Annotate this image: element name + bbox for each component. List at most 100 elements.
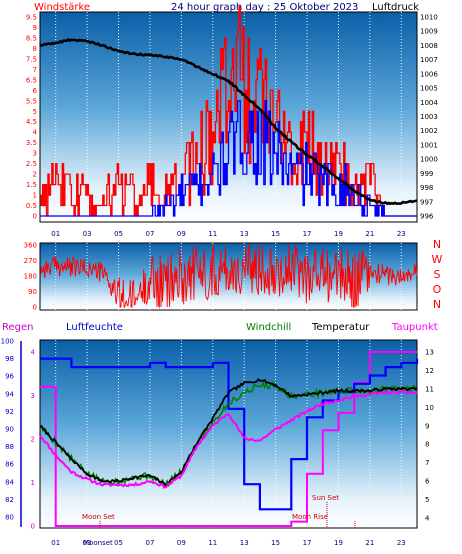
compass-label: W <box>432 253 443 266</box>
axis-tick-label: 996 <box>420 213 434 221</box>
panel2-series <box>39 244 418 309</box>
panel3-series <box>39 351 419 527</box>
axis-tick-label: 90 <box>5 426 14 434</box>
axis-tick-label: 1006 <box>420 70 438 78</box>
axis-tick-label: 997 <box>420 198 433 206</box>
rain-axis-tick: 3 <box>31 392 35 400</box>
axis-tick-label: 90 <box>28 288 37 296</box>
compass-label: N <box>433 298 441 311</box>
hour-label: 15 <box>271 539 280 547</box>
axis-tick-label: 4 <box>33 129 38 137</box>
temperature-axis-tick: 5 <box>425 496 429 504</box>
axis-tick-label: 0 <box>33 213 37 221</box>
axis-tick-label: 1007 <box>420 56 438 64</box>
axis-tick-label: 100 <box>1 338 14 346</box>
axis-tick-label: 8.5 <box>26 34 37 42</box>
axis-tick-label: 9.5 <box>26 14 37 22</box>
header-left-label: Windstärke <box>34 2 90 13</box>
axis-tick-label: 80 <box>5 514 14 522</box>
rain-axis-tick: 4 <box>31 349 36 357</box>
legend-taupunkt: Taupunkt <box>391 322 438 333</box>
rain-axis-tick: 2 <box>31 436 35 444</box>
axis-tick-label: 2 <box>33 171 37 179</box>
hour-label: 17 <box>303 230 312 238</box>
axis-tick-label: 7.5 <box>26 55 37 63</box>
axis-tick-label: 3.5 <box>26 139 37 147</box>
sun-set-label: Sun Set <box>312 494 339 502</box>
windstaerke-line <box>40 5 417 217</box>
axis-tick-label: 3 <box>33 150 37 158</box>
axis-tick-label: 6 <box>33 87 38 95</box>
axis-tick-label: 2.5 <box>26 160 37 168</box>
hour-label: 23 <box>397 539 406 547</box>
axis-tick-label: 1001 <box>420 141 438 149</box>
windrichtung-line <box>39 244 418 309</box>
axis-tick-label: 1004 <box>420 99 438 107</box>
hour-label: 11 <box>208 539 217 547</box>
hour-label: 13 <box>240 230 249 238</box>
panel1-series <box>39 5 418 217</box>
axis-tick-label: 360 <box>24 242 37 250</box>
axis-tick-label: 270 <box>24 257 37 265</box>
temperature-axis-tick: 4 <box>425 515 430 523</box>
temperature-axis-tick: 6 <box>425 478 430 486</box>
legend-temperatur: Temperatur <box>311 322 370 333</box>
panel2-left-axis: 0 90 180 270 360 <box>24 242 37 312</box>
temperatur-line <box>39 377 418 487</box>
axis-tick-label: 1008 <box>420 42 438 50</box>
taupunkt-line <box>39 389 417 489</box>
hour-label: 05 <box>114 230 123 238</box>
panel3-rain-axis: 0 1 2 3 4 <box>20 341 36 531</box>
hour-label: 13 <box>240 539 249 547</box>
hour-label: 01 <box>51 230 60 238</box>
axis-tick-label: 1000 <box>420 156 438 164</box>
temperature-axis-tick: 12 <box>425 367 434 375</box>
axis-tick-label: 1010 <box>420 14 438 22</box>
hour-label: 07 <box>145 539 154 547</box>
temperature-axis-tick: 8 <box>425 441 429 449</box>
axis-tick-label: 1003 <box>420 113 438 121</box>
hour-label: 21 <box>365 230 374 238</box>
temperature-axis-tick: 13 <box>425 349 434 357</box>
hour-label: 15 <box>271 230 280 238</box>
temperature-axis-tick: 7 <box>425 459 429 467</box>
luftdruck-line <box>39 37 418 206</box>
axis-tick-label: 86 <box>5 461 14 469</box>
axis-tick-label: 84 <box>5 478 14 486</box>
axis-tick-label: 999 <box>420 170 433 178</box>
legend-regen: Regen <box>2 322 34 333</box>
hour-label: 11 <box>208 230 217 238</box>
axis-tick-label: 1.5 <box>26 181 37 189</box>
hour-label: 01 <box>51 539 60 547</box>
axis-tick-label: 88 <box>5 443 14 451</box>
temperature-axis-tick: 9 <box>425 422 429 430</box>
hour-label: 03 <box>83 230 92 238</box>
axis-tick-label: 0 <box>33 304 37 312</box>
legend-luftfeuchte: Luftfeuchte <box>66 322 123 333</box>
panel3-humidity-axis: 80 82 84 86 88 90 92 94 96 98 100 <box>1 338 15 522</box>
axis-tick-label: 1002 <box>420 127 438 135</box>
axis-tick-label: 9 <box>33 24 37 32</box>
axis-tick-label: 7 <box>33 66 37 74</box>
hour-label: 23 <box>397 230 406 238</box>
panel3-temperature-axis: 4 5 6 7 8 9 10 11 12 13 <box>425 349 434 523</box>
axis-tick-label: 6.5 <box>26 76 37 84</box>
axis-tick-label: 96 <box>5 373 14 381</box>
axis-tick-label: 1009 <box>420 28 438 36</box>
hour-label: 21 <box>365 539 374 547</box>
axis-tick-label: 94 <box>5 390 14 398</box>
axis-tick-label: 180 <box>24 273 37 281</box>
axis-tick-label: 82 <box>5 496 14 504</box>
axis-tick-label: 4.5 <box>26 118 37 126</box>
hour-label: 09 <box>177 539 186 547</box>
axis-tick-label: 5.5 <box>26 97 37 105</box>
axis-tick-label: 92 <box>5 408 14 416</box>
temperature-axis-tick: 11 <box>425 385 434 393</box>
panel1-right-axis: 996 997 998 999 1000 1001 1002 1003 1004 1005 1006… <box>420 14 438 221</box>
moon-rise-label: Moon Rise <box>292 513 328 521</box>
compass-label: O <box>433 283 442 296</box>
legend-windchill: Windchill <box>246 322 291 333</box>
axis-tick-label: 8 <box>33 45 37 53</box>
